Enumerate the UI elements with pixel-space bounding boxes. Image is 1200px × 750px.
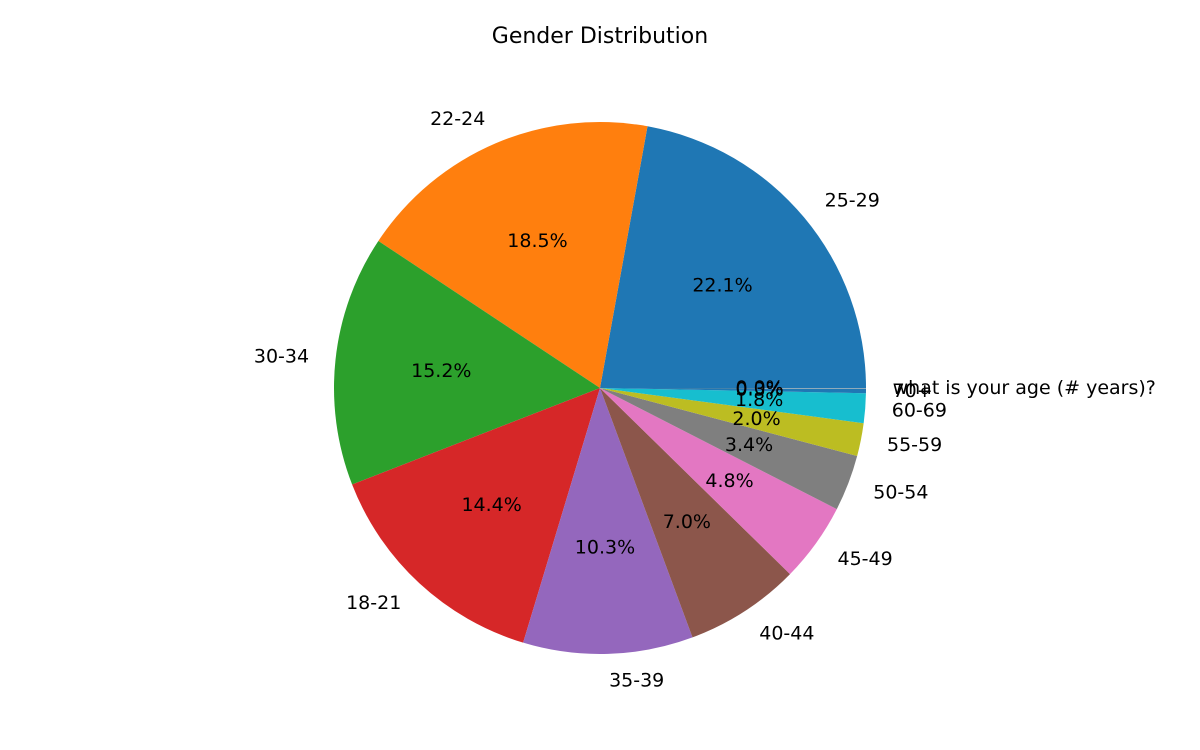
slice-percent-55-59: 2.0%: [732, 408, 780, 430]
pie-slice-22-24: [378, 121, 648, 388]
slice-label-30-34: 30-34: [254, 346, 309, 368]
pie-slices: [334, 121, 867, 655]
slice-label-25-29: 25-29: [825, 189, 880, 211]
slice-label-55-59: 55-59: [887, 434, 942, 456]
slice-percent-what-is-your-age-years: 0.0%: [735, 377, 783, 399]
slice-label-45-49: 45-49: [837, 548, 892, 570]
pie-slice-30-34: [334, 240, 600, 485]
slice-label-18-21: 18-21: [346, 592, 401, 614]
slice-label-what-is-your-age-years: what is your age (# years)?: [893, 377, 1156, 399]
slice-label-50-54: 50-54: [873, 482, 928, 504]
slice-percent-40-44: 7.0%: [663, 511, 711, 533]
slice-label-40-44: 40-44: [759, 622, 814, 644]
slice-percent-25-29: 22.1%: [692, 275, 752, 297]
pie-slice-60-69: [600, 388, 866, 424]
pie-slice-70: [600, 388, 866, 394]
slice-label-60-69: 60-69: [892, 399, 947, 421]
chart-title: Gender Distribution: [492, 24, 708, 49]
pie-slice-50-54: [600, 388, 858, 510]
slice-percent-18-21: 14.4%: [461, 494, 521, 516]
pie-slice-35-39: [523, 388, 693, 655]
slice-percent-35-39: 10.3%: [575, 537, 635, 559]
slice-percent-50-54: 3.4%: [725, 434, 773, 456]
pie-slice-40-44: [600, 388, 791, 638]
pie-slice-45-49: [600, 388, 837, 575]
slice-percent-45-49: 4.8%: [705, 470, 753, 492]
pie-labels: 25-29 22.1% 22-24 18.5% 30-34 15.2% 18-21 14.4%…: [254, 108, 1156, 692]
pie-slice-18-21: [352, 388, 600, 643]
slice-label-22-24: 22-24: [430, 108, 485, 130]
slice-label-35-39: 35-39: [609, 669, 664, 691]
slice-percent-70: 0.3%: [735, 379, 783, 401]
slice-percent-60-69: 1.8%: [735, 389, 783, 411]
slice-percent-22-24: 18.5%: [507, 230, 567, 252]
slice-label-70: 70+: [893, 380, 933, 402]
slice-percent-30-34: 15.2%: [411, 360, 471, 382]
pie-slice-25-29: [600, 126, 867, 389]
pie-slice-55-59: [600, 388, 864, 457]
